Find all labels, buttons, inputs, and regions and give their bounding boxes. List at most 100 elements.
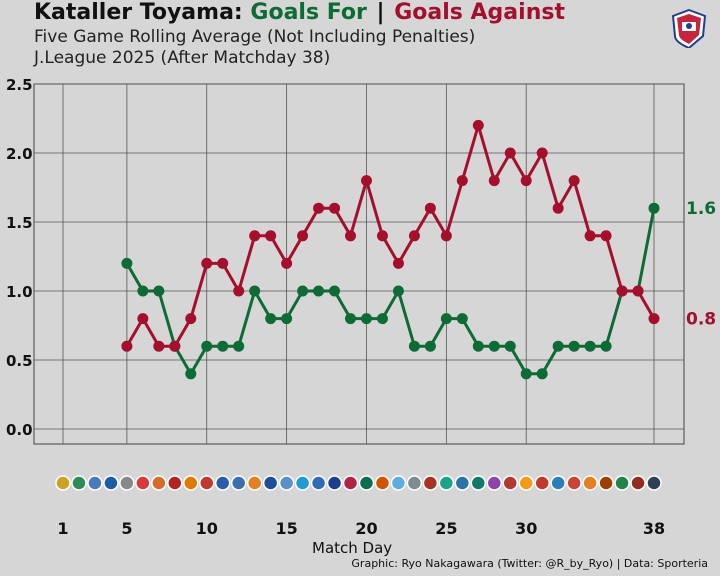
data-point-goals-for-md12: [233, 340, 245, 352]
data-point-goals-for-md31: [536, 368, 548, 380]
data-point-goals-against-md26: [456, 175, 468, 187]
data-point-goals-against-md8: [169, 340, 181, 352]
opp-8-icon: [167, 475, 183, 491]
data-point-goals-for-md17: [313, 285, 325, 297]
data-point-goals-against-md30: [520, 175, 532, 187]
title-goals-for: Goals For: [250, 0, 367, 25]
data-point-goals-against-md28: [488, 175, 500, 187]
data-point-goals-for-md23: [408, 340, 420, 352]
y-tick-label: 0.5: [6, 352, 33, 370]
opp-31-icon: [534, 475, 550, 491]
opp-37-icon: [630, 475, 646, 491]
opp-14-icon: [262, 475, 279, 491]
title-team: Kataller Toyama:: [34, 0, 243, 25]
opp-30-icon: [518, 475, 534, 491]
data-point-goals-for-md29: [504, 340, 516, 352]
credit-text: Graphic: Ryo Nakagawara (Twitter: @R_by_…: [351, 557, 708, 570]
opp-3-icon: [87, 475, 103, 491]
opp-4-icon: [103, 475, 119, 491]
x-tick-label: 30: [515, 519, 537, 538]
data-point-goals-against-md31: [536, 147, 548, 159]
data-point-goals-for-md32: [552, 340, 564, 352]
opp-25-icon: [438, 475, 455, 491]
opp-10-icon: [199, 475, 215, 491]
opp-11-icon: [214, 475, 231, 491]
x-tick-label: 20: [355, 519, 377, 538]
data-point-goals-against-md19: [345, 230, 357, 242]
opp-32-icon: [550, 475, 566, 491]
chart-title: Kataller Toyama: Goals For | Goals Again…: [34, 0, 565, 28]
series-line-goals-for: [125, 207, 656, 376]
opp-1-icon: [55, 475, 71, 491]
data-point-goals-against-md20: [360, 175, 372, 187]
data-point-goals-for-md38: [648, 202, 660, 214]
opp-29-icon: [502, 475, 518, 491]
data-point-goals-against-md38: [648, 313, 660, 325]
data-point-goals-for-md21: [376, 313, 388, 325]
opp-13-icon: [246, 475, 263, 491]
opp-35-icon: [598, 475, 614, 491]
data-point-goals-against-md33: [568, 175, 580, 187]
data-point-goals-against-md37: [632, 285, 644, 297]
data-point-goals-for-md10: [201, 340, 213, 352]
x-tick-label: 15: [275, 519, 297, 538]
opp-2-icon: [71, 475, 87, 491]
data-point-goals-against-md5: [121, 340, 133, 352]
data-point-goals-for-md14: [265, 313, 277, 325]
data-point-goals-for-md30: [520, 368, 532, 380]
data-point-goals-against-md10: [201, 257, 213, 269]
data-point-goals-against-md24: [424, 202, 436, 214]
opp-17-icon: [310, 475, 327, 491]
data-point-goals-for-md11: [217, 340, 229, 352]
x-axis-label: Match Day: [312, 539, 393, 557]
subtitle-rolling-average: Five Game Rolling Average (Not Including…: [34, 27, 476, 47]
data-point-goals-for-md13: [249, 285, 261, 297]
data-point-goals-against-md7: [153, 340, 165, 352]
opp-15-icon: [278, 475, 295, 491]
opp-34-icon: [582, 475, 598, 491]
opp-7-icon: [151, 475, 167, 491]
opp-19-icon: [342, 475, 359, 491]
end-label-goals-for: 1.6: [686, 199, 716, 219]
data-point-goals-against-md34: [584, 230, 596, 242]
data-point-goals-against-md29: [504, 147, 516, 159]
data-point-goals-against-md35: [600, 230, 612, 242]
data-point-goals-against-md23: [408, 230, 420, 242]
y-tick-label: 1.0: [6, 283, 33, 301]
data-point-goals-for-md20: [360, 313, 372, 325]
data-point-goals-for-md34: [584, 340, 596, 352]
title-separator: |: [376, 0, 385, 25]
data-point-goals-against-md27: [472, 119, 484, 131]
data-point-goals-against-md21: [376, 230, 388, 242]
data-point-goals-for-md6: [137, 285, 149, 297]
data-point-goals-for-md9: [185, 368, 197, 380]
title-goals-against: Goals Against: [394, 0, 565, 25]
data-point-goals-against-md15: [281, 257, 293, 269]
data-point-goals-for-md18: [329, 285, 341, 297]
opp-24-icon: [422, 475, 439, 491]
data-point-goals-against-md14: [265, 230, 277, 242]
x-tick-label: 10: [196, 519, 218, 538]
team-crest-icon: [671, 8, 707, 48]
y-tick-label: 2.5: [6, 76, 33, 94]
opp-9-icon: [183, 475, 199, 491]
opp-23-icon: [406, 475, 423, 491]
data-point-goals-for-md33: [568, 340, 580, 352]
opp-16-icon: [294, 475, 311, 491]
data-point-goals-for-md15: [281, 313, 293, 325]
opp-21-icon: [374, 475, 391, 491]
opp-20-icon: [358, 475, 375, 491]
data-point-goals-for-md16: [297, 285, 309, 297]
x-tick-label: 25: [435, 519, 457, 538]
opp-6-icon: [135, 475, 151, 491]
data-point-goals-for-md19: [345, 313, 357, 325]
data-point-goals-against-md11: [217, 257, 229, 269]
opp-33-icon: [566, 475, 582, 491]
data-point-goals-against-md13: [249, 230, 261, 242]
opp-22-icon: [390, 475, 407, 491]
opp-18-icon: [326, 475, 343, 491]
data-point-goals-for-md22: [392, 285, 404, 297]
data-point-goals-against-md18: [329, 202, 341, 214]
data-point-goals-for-md28: [488, 340, 500, 352]
